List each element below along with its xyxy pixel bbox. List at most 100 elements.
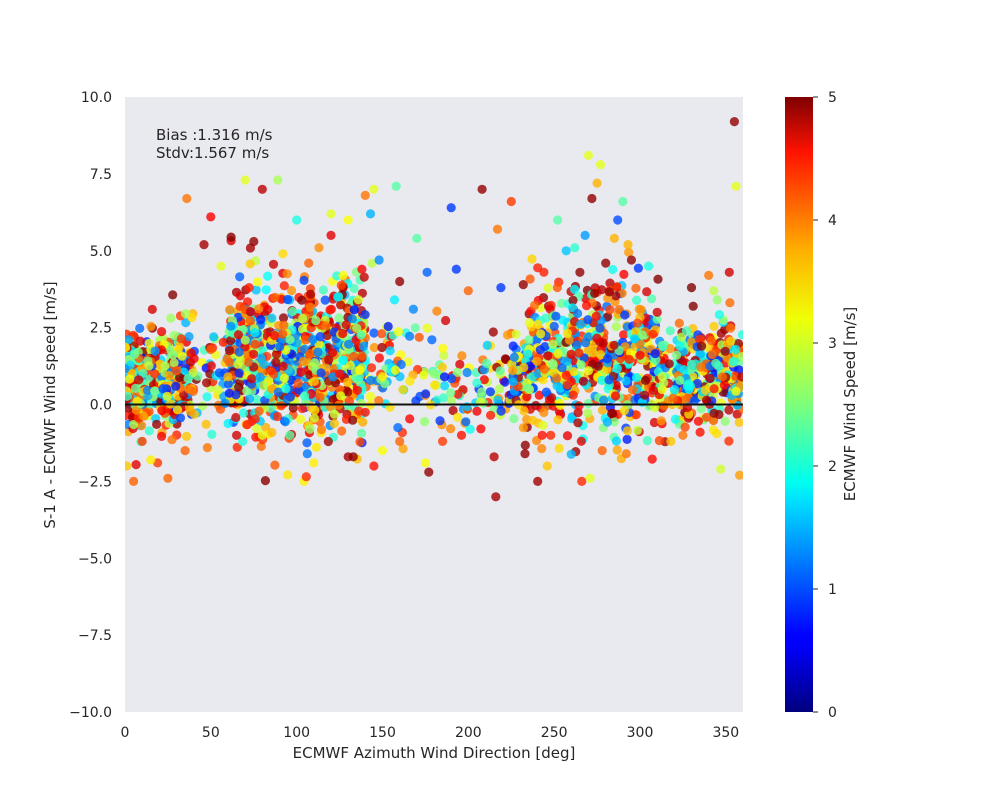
data-point [612, 364, 622, 374]
data-point [627, 385, 638, 395]
data-point [129, 476, 139, 486]
data-point [267, 427, 277, 438]
data-point [675, 375, 685, 385]
data-point [220, 398, 230, 408]
data-point [164, 371, 174, 381]
data-point [536, 329, 546, 339]
data-point [142, 385, 153, 395]
data-point [472, 406, 482, 416]
data-point [672, 350, 682, 360]
data-point [596, 350, 606, 360]
data-point [257, 184, 267, 194]
data-point [310, 405, 320, 415]
data-point [530, 300, 540, 310]
data-point [605, 278, 615, 288]
data-point [305, 424, 315, 434]
colorbar-tick-label: 0 [828, 705, 837, 721]
data-point [348, 452, 358, 462]
data-point [336, 280, 346, 290]
data-point [296, 414, 306, 424]
data-point [419, 370, 429, 380]
data-point [233, 330, 243, 340]
data-point [424, 467, 434, 477]
data-point [647, 294, 657, 304]
data-point [597, 446, 607, 456]
data-point [322, 331, 332, 341]
data-point [518, 423, 529, 433]
data-point [324, 355, 334, 365]
data-point [157, 406, 167, 416]
data-point [585, 473, 595, 483]
data-point [245, 307, 256, 317]
data-point [679, 365, 689, 375]
data-point [632, 318, 643, 328]
data-point [562, 328, 573, 338]
data-point [135, 336, 145, 346]
data-point [597, 405, 608, 415]
data-point [598, 338, 608, 348]
data-point [182, 193, 192, 204]
data-point [688, 301, 698, 311]
data-point [293, 378, 303, 388]
data-point [360, 190, 370, 200]
data-point [670, 414, 681, 424]
data-point [714, 310, 725, 320]
data-point [202, 392, 212, 402]
data-point [405, 414, 415, 424]
data-point [369, 461, 379, 471]
data-point [337, 426, 347, 436]
data-point [711, 358, 721, 368]
data-point [538, 420, 548, 430]
data-point [318, 285, 328, 295]
data-point [163, 473, 173, 483]
x-tick-label: 50 [202, 725, 220, 741]
data-point [446, 374, 457, 384]
data-point [686, 283, 697, 293]
data-point [432, 395, 442, 405]
data-point [642, 287, 652, 297]
data-point [393, 423, 403, 433]
data-point [649, 417, 660, 428]
data-point [438, 436, 448, 446]
data-point [601, 258, 611, 268]
data-point [282, 294, 293, 305]
data-point [298, 356, 308, 367]
data-point [171, 381, 181, 391]
data-point [301, 472, 311, 482]
data-point [355, 437, 365, 447]
data-point [125, 461, 132, 471]
data-point [385, 346, 395, 356]
data-point [314, 243, 324, 253]
data-point [146, 455, 156, 465]
data-point [624, 247, 634, 257]
data-point [453, 412, 463, 422]
data-point [297, 403, 307, 414]
data-point [131, 460, 141, 470]
data-point [684, 384, 694, 394]
data-point [278, 329, 288, 339]
data-point [648, 329, 658, 339]
data-point [180, 309, 191, 319]
x-tick-label: 0 [121, 725, 130, 741]
data-point [333, 292, 343, 302]
data-point [267, 313, 277, 323]
data-point [299, 275, 309, 285]
data-point [463, 286, 473, 296]
data-point [543, 351, 553, 361]
data-point [446, 396, 456, 406]
data-point [689, 396, 699, 406]
data-point [437, 362, 447, 372]
data-point [519, 406, 529, 416]
data-point [421, 389, 431, 399]
data-point [432, 306, 442, 316]
data-point [383, 321, 393, 332]
data-point [366, 363, 377, 373]
data-point [201, 419, 211, 429]
data-point [214, 368, 224, 378]
data-point [632, 425, 643, 435]
data-point [610, 391, 621, 401]
data-point [622, 426, 633, 436]
data-point [232, 430, 242, 440]
data-point [552, 381, 562, 391]
data-point [167, 435, 177, 445]
